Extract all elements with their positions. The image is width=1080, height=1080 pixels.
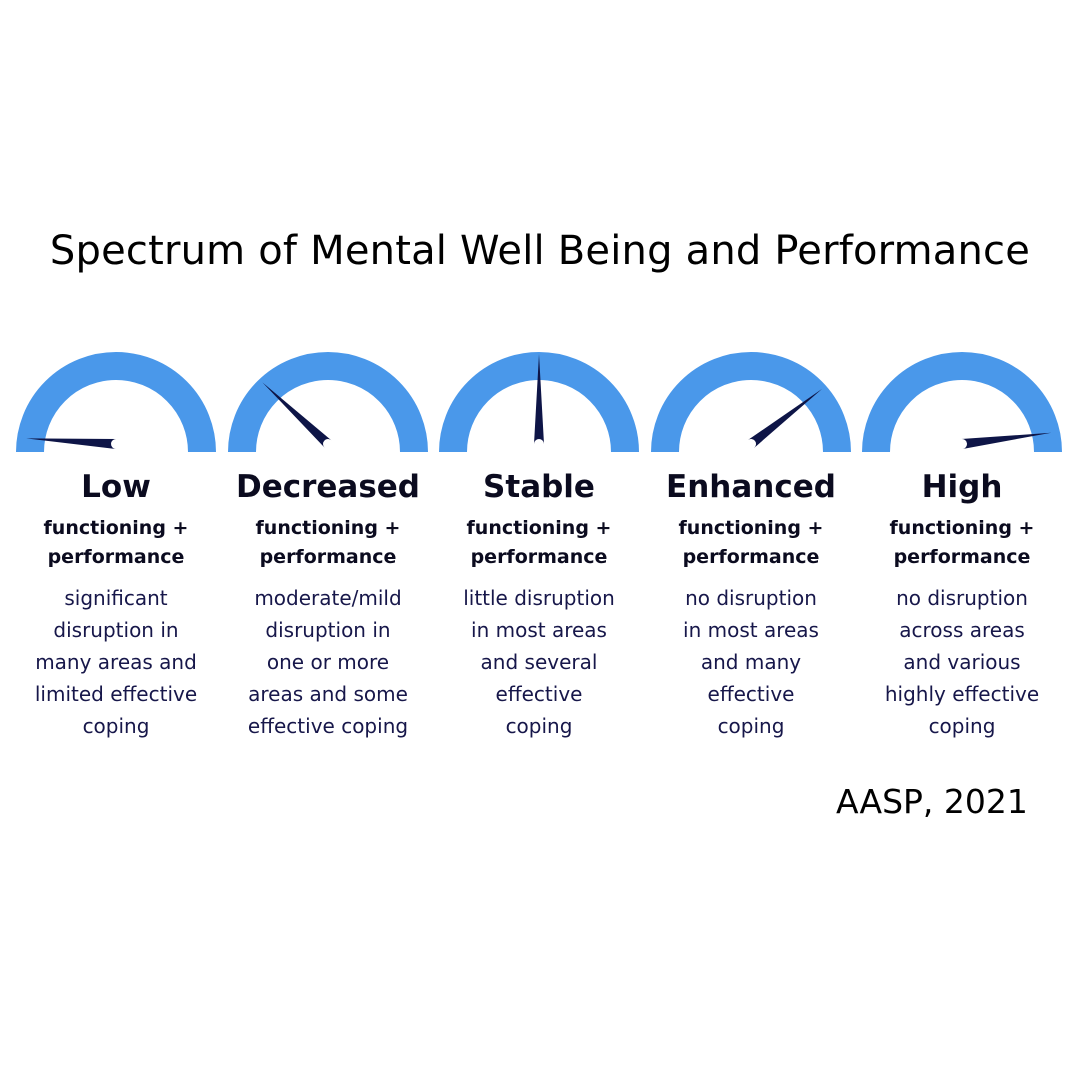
description-line: disruption in [53, 618, 179, 642]
gauge-needle [747, 388, 823, 448]
sub-label-line: performance [259, 546, 397, 568]
sub-label-line: functioning + [678, 517, 824, 539]
description-line: limited effective [34, 682, 198, 706]
description-line: significant [64, 586, 168, 610]
sub-label-line: performance [893, 546, 1031, 568]
description-line: highly effective [884, 682, 1040, 706]
description-line: in most areas [683, 618, 819, 642]
description-line: disruption in [265, 618, 391, 642]
description-line: no disruption [896, 586, 1028, 610]
level-label: High [921, 469, 1003, 505]
level-label: Stable [483, 469, 595, 505]
sub-label: functioning + performance [10, 514, 222, 572]
gauge-low: Low functioning + performance significant di… [10, 352, 222, 742]
gauge-needle [534, 354, 544, 444]
gauge-dial-stable [439, 352, 639, 453]
level-label: Low [81, 469, 151, 505]
level-description: little disruption in most areas and severa… [433, 582, 645, 742]
gauge-arc [862, 352, 1062, 453]
description-line: coping [82, 714, 150, 738]
sub-label: functioning + performance [433, 514, 645, 572]
description-line: across areas [899, 618, 1025, 642]
gauge-needle [262, 382, 332, 448]
gauge-dial-enhanced [651, 352, 851, 453]
gauge-dial-decreased [228, 352, 428, 453]
gauge-arc [651, 352, 851, 453]
sub-label-line: performance [682, 546, 820, 568]
description-line: effective [707, 682, 795, 706]
sub-label-line: functioning + [466, 517, 612, 539]
gauge-high: High functioning + performance no disruptio… [856, 352, 1068, 742]
level-description: no disruption in most areas and many effect… [645, 582, 857, 742]
sub-label-line: performance [47, 546, 185, 568]
level-label: Decreased [235, 469, 421, 505]
sub-label-line: functioning + [43, 517, 189, 539]
description-line: effective [495, 682, 583, 706]
level-label: Enhanced [666, 469, 836, 505]
sub-label-line: performance [470, 546, 608, 568]
gauge-needle [961, 432, 1052, 449]
description-line: coping [717, 714, 785, 738]
gauge-stable: Stable functioning + performance little dis… [433, 352, 645, 742]
description-line: and various [903, 650, 1021, 674]
level-description: significant disruption in many areas and li… [10, 582, 222, 742]
description-line: moderate/mild [254, 586, 402, 610]
description-line: and several [480, 650, 598, 674]
description-line: coping [928, 714, 996, 738]
page-title: Spectrum of Mental Well Being and Perfor… [49, 228, 1031, 274]
gauge-needle [26, 438, 117, 449]
description-line: and many [700, 650, 802, 674]
gauge-arc [228, 352, 428, 453]
sub-label-line: functioning + [255, 517, 401, 539]
sub-label: functioning + performance [222, 514, 434, 572]
gauge-decreased: Decreased functioning + performance moderat… [222, 352, 434, 742]
description-line: effective coping [247, 714, 409, 738]
gauge-dial-high [862, 352, 1062, 453]
description-line: areas and some [248, 682, 408, 706]
sub-label-line: functioning + [889, 517, 1035, 539]
citation: AASP, 2021 [836, 782, 1028, 821]
description-line: in most areas [471, 618, 607, 642]
gauge-arc [16, 352, 216, 453]
level-description: no disruption across areas and various high… [856, 582, 1068, 742]
description-line: one or more [266, 650, 390, 674]
sub-label: functioning + performance [856, 514, 1068, 572]
gauge-enhanced: Enhanced functioning + performance no disru… [645, 352, 857, 742]
gauge-dial-low [16, 352, 216, 453]
description-line: no disruption [685, 586, 817, 610]
description-line: many areas and [35, 650, 197, 674]
sub-label: functioning + performance [645, 514, 857, 572]
level-description: moderate/mild disruption in one or more are… [222, 582, 434, 742]
description-line: little disruption [463, 586, 615, 610]
description-line: coping [505, 714, 573, 738]
